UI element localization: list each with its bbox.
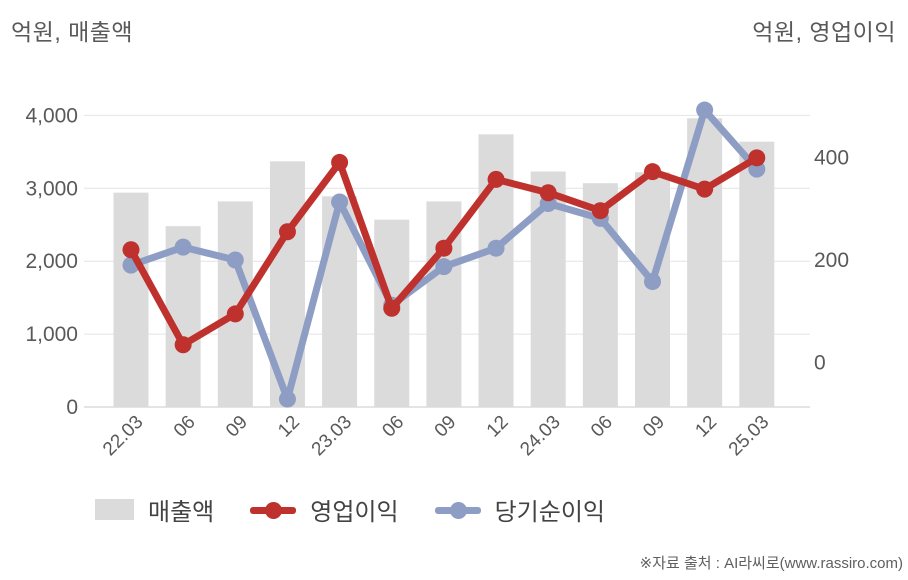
svg-text:12: 12: [691, 412, 721, 442]
svg-text:22.03: 22.03: [99, 412, 147, 460]
svg-text:23.03: 23.03: [308, 412, 356, 460]
legend-item-operating-profit[interactable]: 영업이익: [250, 492, 399, 527]
svg-text:3,000: 3,000: [25, 177, 78, 200]
revenue-bar-swatch-icon: [95, 499, 134, 520]
svg-text:12: 12: [274, 412, 304, 442]
legend-item-revenue[interactable]: 매출액: [95, 492, 214, 527]
svg-text:4,000: 4,000: [25, 104, 78, 127]
legend-item-net-income[interactable]: 당기순이익: [434, 492, 605, 527]
svg-text:09: 09: [639, 412, 669, 442]
right-axis-title: 억원, 영업이익: [752, 19, 896, 45]
net-income-line-swatch-icon: [434, 499, 481, 521]
svg-text:06: 06: [378, 412, 408, 442]
legend-label-revenue: 매출액: [148, 499, 215, 526]
svg-text:06: 06: [587, 412, 617, 442]
svg-text:12: 12: [483, 412, 513, 442]
svg-text:09: 09: [431, 412, 461, 442]
svg-text:1,000: 1,000: [25, 323, 78, 346]
operating-profit-line-swatch-icon: [250, 499, 297, 521]
chart-legend: 매출액 영업이익 당기순이익: [95, 492, 605, 527]
svg-text:2,000: 2,000: [25, 250, 78, 273]
left-axis-title: 억원, 매출액: [11, 19, 134, 45]
svg-text:200: 200: [814, 249, 849, 272]
source-attribution: ※자료 출처 : AI라씨로(www.rassiro.com): [639, 555, 903, 572]
svg-text:09: 09: [222, 412, 252, 442]
legend-label-operating-profit: 영업이익: [310, 499, 399, 526]
svg-text:25.03: 25.03: [725, 412, 773, 460]
svg-text:0: 0: [66, 396, 78, 419]
svg-text:0: 0: [814, 352, 826, 375]
svg-text:06: 06: [170, 412, 200, 442]
svg-text:24.03: 24.03: [516, 412, 564, 460]
svg-text:400: 400: [814, 146, 849, 169]
legend-label-net-income: 당기순이익: [494, 499, 605, 526]
